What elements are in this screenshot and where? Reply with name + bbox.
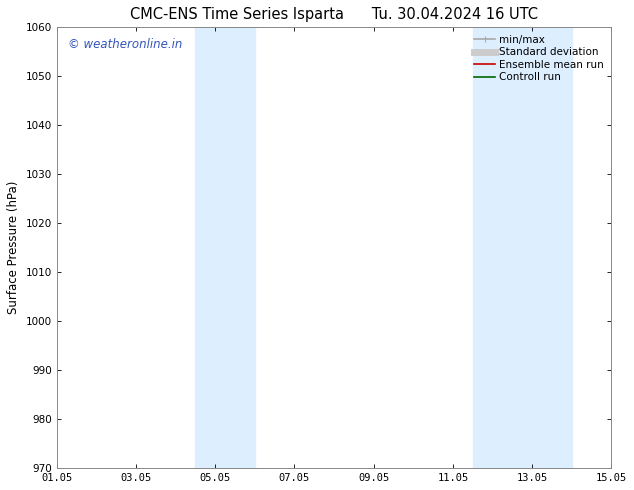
Bar	[195, 27, 255, 468]
Bar	[473, 27, 572, 468]
Text: © weatheronline.in: © weatheronline.in	[68, 38, 182, 51]
Legend: min/max, Standard deviation, Ensemble mean run, Controll run: min/max, Standard deviation, Ensemble me…	[472, 32, 606, 84]
Title: CMC-ENS Time Series Isparta      Tu. 30.04.2024 16 UTC: CMC-ENS Time Series Isparta Tu. 30.04.20…	[130, 7, 538, 22]
Y-axis label: Surface Pressure (hPa): Surface Pressure (hPa)	[7, 181, 20, 315]
